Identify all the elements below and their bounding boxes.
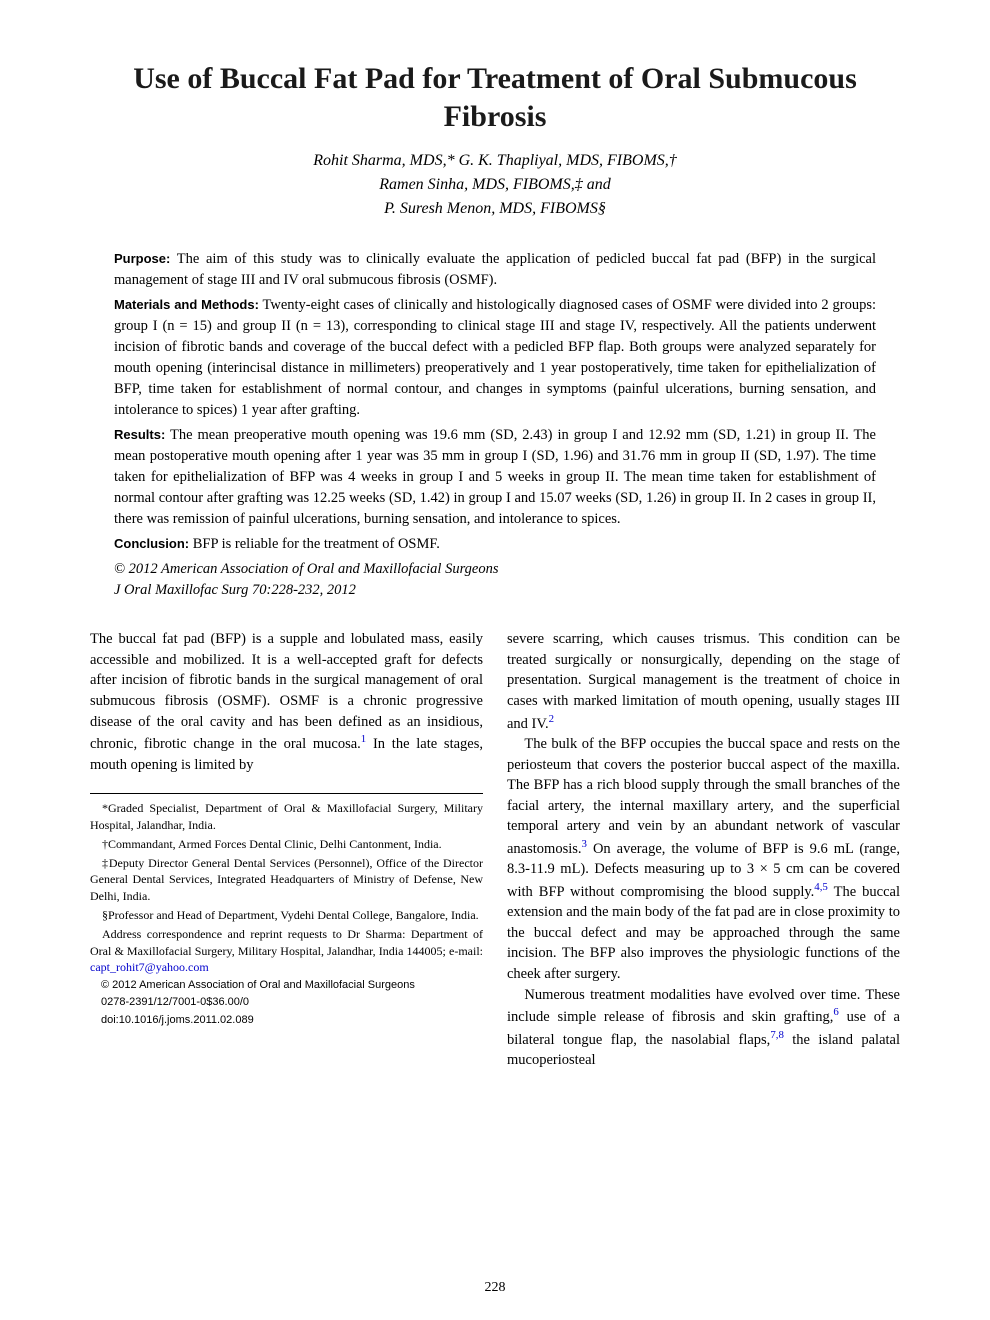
body-paragraph: The buccal fat pad (BFP) is a supple and…	[90, 629, 483, 775]
abstract-text: The mean preoperative mouth opening was …	[114, 427, 876, 527]
abstract-label: Materials and Methods:	[114, 297, 259, 312]
body-columns: The buccal fat pad (BFP) is a supple and…	[90, 629, 900, 1070]
page-number: 228	[0, 1280, 990, 1296]
abstract-results: Results: The mean preoperative mouth ope…	[114, 425, 876, 530]
body-text: severe scarring, which causes trismus. T…	[507, 631, 900, 731]
issn-line: 0278-2391/12/7001-0$36.00/0	[90, 995, 483, 1010]
body-text: The bulk of the BFP occupies the buccal …	[507, 736, 900, 857]
abstract-methods: Materials and Methods: Twenty-eight case…	[114, 295, 876, 421]
doi-line: doi:10.1016/j.joms.2011.02.089	[90, 1013, 483, 1028]
abstract-text: The aim of this study was to clinically …	[114, 251, 876, 288]
email-link[interactable]: capt_rohit7@yahoo.com	[90, 960, 209, 974]
abstract-copyright: © 2012 American Association of Oral and …	[114, 559, 876, 580]
abstract-label: Results:	[114, 427, 165, 442]
copyright-line: © 2012 American Association of Oral and …	[90, 978, 483, 993]
right-column: severe scarring, which causes trismus. T…	[507, 629, 900, 1070]
citation-ref[interactable]: 2	[549, 713, 554, 725]
abstract-text: BFP is reliable for the treatment of OSM…	[193, 536, 440, 552]
body-paragraph: severe scarring, which causes trismus. T…	[507, 629, 900, 734]
affiliations-block: *Graded Specialist, Department of Oral &…	[90, 793, 483, 1028]
citation-ref[interactable]: 4,5	[814, 881, 828, 893]
author-line: Ramen Sinha, MDS, FIBOMS,‡ and	[90, 173, 900, 197]
abstract-label: Purpose:	[114, 251, 170, 266]
author-line: Rohit Sharma, MDS,* G. K. Thapliyal, MDS…	[90, 149, 900, 173]
abstract-text: Twenty-eight cases of clinically and his…	[114, 297, 876, 418]
affiliation: §Professor and Head of Department, Vydeh…	[90, 907, 483, 924]
body-paragraph: The bulk of the BFP occupies the buccal …	[507, 734, 900, 985]
abstract-label: Conclusion:	[114, 536, 189, 551]
correspondence-text: Address correspondence and reprint reque…	[90, 927, 483, 958]
affiliation: †Commandant, Armed Forces Dental Clinic,…	[90, 836, 483, 853]
abstract-journal-ref: J Oral Maxillofac Surg 70:228-232, 2012	[114, 580, 876, 601]
affiliation: ‡Deputy Director General Dental Services…	[90, 855, 483, 905]
affiliation: *Graded Specialist, Department of Oral &…	[90, 800, 483, 834]
abstract-purpose: Purpose: The aim of this study was to cl…	[114, 249, 876, 291]
body-text: The buccal fat pad (BFP) is a supple and…	[90, 631, 483, 752]
author-line: P. Suresh Menon, MDS, FIBOMS§	[90, 197, 900, 221]
body-paragraph: Numerous treatment modalities have evolv…	[507, 985, 900, 1071]
article-title: Use of Buccal Fat Pad for Treatment of O…	[90, 60, 900, 135]
citation-ref[interactable]: 7,8	[770, 1029, 784, 1041]
correspondence: Address correspondence and reprint reque…	[90, 926, 483, 976]
abstract-block: Purpose: The aim of this study was to cl…	[114, 249, 876, 601]
author-block: Rohit Sharma, MDS,* G. K. Thapliyal, MDS…	[90, 149, 900, 221]
abstract-conclusion: Conclusion: BFP is reliable for the trea…	[114, 534, 876, 555]
left-column: The buccal fat pad (BFP) is a supple and…	[90, 629, 483, 1070]
